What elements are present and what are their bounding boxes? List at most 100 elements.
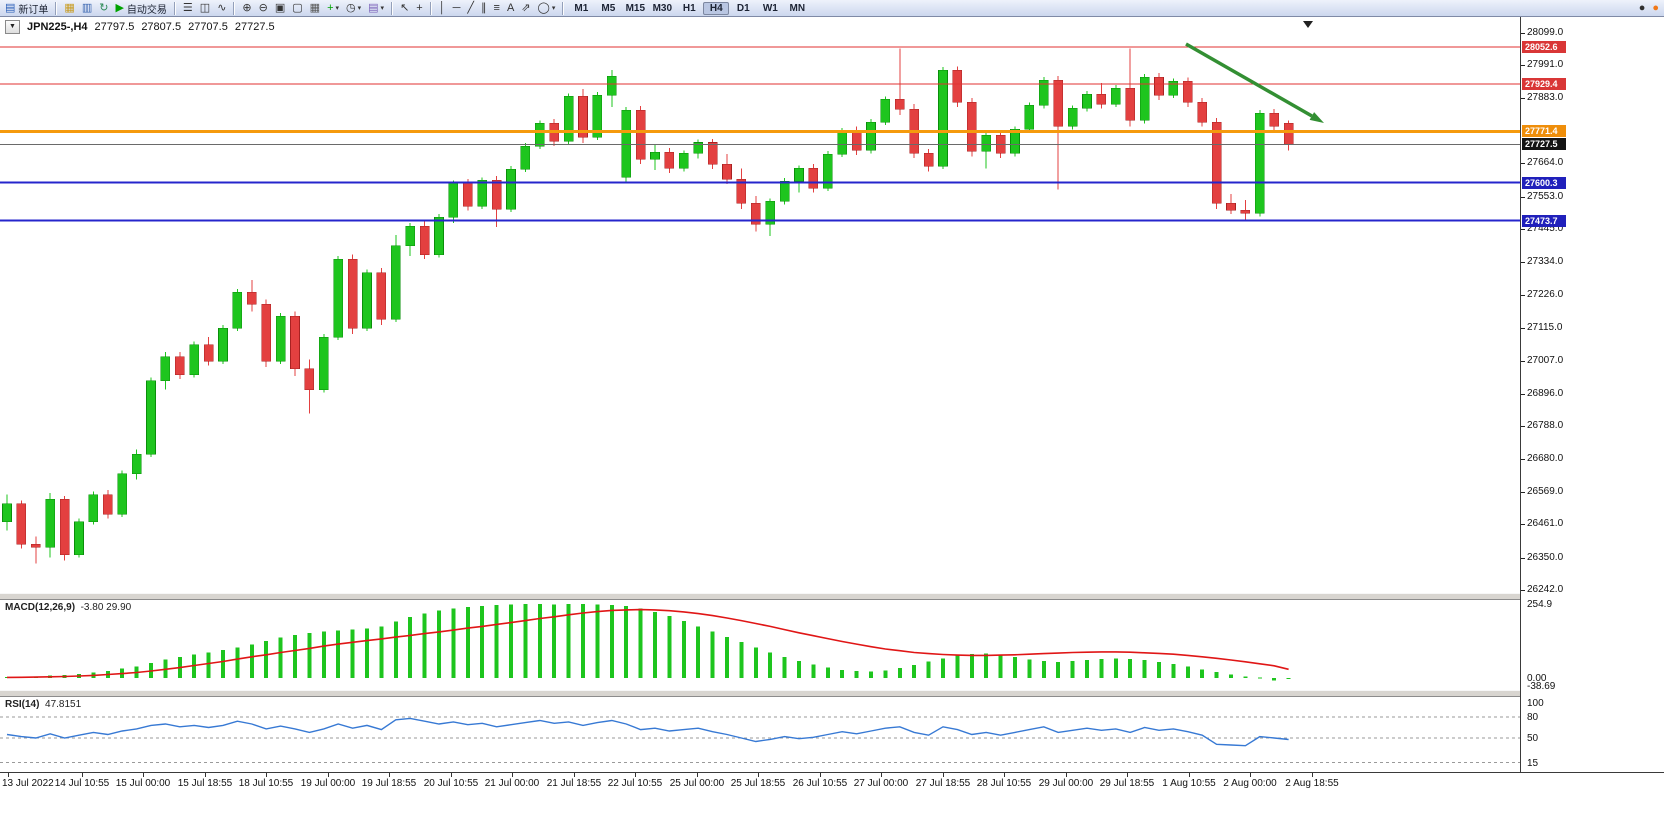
- bearish-trend-arrow[interactable]: [1185, 42, 1324, 123]
- timeframe-button-mn[interactable]: MN: [789, 2, 806, 14]
- bar-chart-button[interactable]: ☰: [180, 1, 196, 16]
- time-axis-tick: [697, 773, 698, 777]
- community-icon: ●: [1652, 1, 1659, 14]
- macd-panel-separator[interactable]: [0, 593, 1664, 600]
- price-axis-tick: [1521, 65, 1525, 66]
- price-axis-label: 26788.0: [1527, 420, 1564, 431]
- time-axis-tick: [205, 773, 206, 777]
- price-axis-label: 26680.0: [1527, 453, 1564, 464]
- main-toolbar: ▤ 新订单 ▦ ▥ ↻ ▶ 自动交易 ☰ ◫ ∿ ⊕ ⊖ ▣ ▢ ▦ + ▾ ◷ ▾ ▤ ▾ ↖ + │ ─ ╱ ∥ ≡ A ⇗ ◯ ▾ M1 M…: [0, 0, 1664, 17]
- text-button[interactable]: A: [504, 1, 517, 16]
- cascade-windows-button[interactable]: ▢: [289, 1, 305, 16]
- shapes-button[interactable]: ◯ ▾: [535, 1, 559, 16]
- price-axis[interactable]: 28099.0 27991.0 27883.0 27664.0 27553.0 27445…: [1521, 17, 1664, 772]
- time-axis-label: 15 Jul 00:00: [115, 778, 171, 789]
- grid-button[interactable]: ▦: [307, 1, 323, 16]
- zoom-out-button[interactable]: ⊖: [256, 1, 271, 16]
- timeframe-button-d1[interactable]: D1: [736, 2, 750, 14]
- rsi-panel-separator[interactable]: [0, 690, 1664, 697]
- time-axis[interactable]: 13 Jul 2022 14 Jul 10:55 15 Jul 00:00 15 Ju…: [0, 772, 1664, 795]
- grid-icon: ▦: [309, 1, 321, 14]
- rsi-scale-label: 15: [1527, 758, 1539, 769]
- fibonacci-button[interactable]: ≡: [491, 1, 503, 16]
- price-axis-tick: [1521, 229, 1525, 230]
- timeframe-button-m30[interactable]: M30: [652, 2, 673, 14]
- market-watch-button[interactable]: ▦: [61, 1, 77, 16]
- line-chart-button[interactable]: ∿: [214, 1, 229, 16]
- timeframe-button-m15[interactable]: M15: [625, 2, 646, 14]
- line-chart-icon: ∿: [217, 1, 227, 14]
- time-axis-label: 2 Aug 18:55: [1285, 778, 1339, 789]
- trendline-button[interactable]: ╱: [464, 1, 477, 16]
- macd-values: -3.80 29.90: [80, 602, 132, 613]
- auto-trading-button[interactable]: ▶ 自动交易: [112, 1, 169, 16]
- time-axis-label: 1 Aug 10:55: [1162, 778, 1216, 789]
- community-button[interactable]: ●: [1649, 1, 1662, 16]
- one-click-trading-button[interactable]: ▼: [5, 20, 20, 34]
- rsi-scale-label: 80: [1527, 712, 1539, 723]
- zoom-in-button[interactable]: ⊕: [239, 1, 254, 16]
- price-axis-tick: [1521, 163, 1525, 164]
- refresh-button[interactable]: ↻: [96, 1, 111, 16]
- chart-window[interactable]: ▼ JPN225-,H4 27797.5 27807.5 27707.5 277…: [0, 17, 1664, 838]
- crosshair-icon: +: [416, 1, 423, 14]
- macd-panel-canvas[interactable]: [0, 600, 1520, 690]
- macd-scale-label: -38.69: [1527, 681, 1556, 692]
- price-axis-tick: [1521, 295, 1525, 296]
- new-order-button[interactable]: ▤ 新订单: [2, 1, 51, 16]
- vertical-line-button[interactable]: │: [436, 1, 449, 16]
- horizontal-line-icon: ─: [452, 1, 461, 14]
- candlestick-icon: ◫: [199, 1, 211, 14]
- price-axis-tick: [1521, 426, 1525, 427]
- price-chart-canvas[interactable]: [0, 17, 1520, 593]
- chevron-down-icon: ▾: [551, 5, 556, 12]
- time-axis-label: 28 Jul 10:55: [976, 778, 1032, 789]
- alerts-button[interactable]: ●: [1636, 1, 1649, 16]
- arrows-button[interactable]: ⇗: [518, 1, 533, 16]
- periods-icon: ◷: [346, 1, 356, 14]
- channel-button[interactable]: ∥: [478, 1, 490, 16]
- time-axis-label: 22 Jul 10:55: [607, 778, 663, 789]
- tile-windows-icon: ▣: [274, 1, 286, 14]
- timeframe-button-h1[interactable]: H1: [682, 2, 696, 14]
- toolbar-separator: [173, 1, 176, 15]
- auto-trading-icon: ▶: [115, 1, 124, 14]
- macd-name: MACD(12,26,9): [5, 602, 76, 613]
- periods-button[interactable]: ◷ ▾: [343, 1, 364, 16]
- cursor-button[interactable]: ↖: [397, 1, 412, 16]
- timeframe-button-h4[interactable]: H4: [703, 1, 730, 15]
- price-axis-tick: [1521, 492, 1525, 493]
- time-axis-label: 27 Jul 18:55: [915, 778, 971, 789]
- price-axis-tick: [1521, 33, 1525, 34]
- timeframe-button-m1[interactable]: M1: [574, 2, 589, 14]
- data-window-button[interactable]: ▥: [79, 1, 95, 16]
- indicators-button[interactable]: + ▾: [324, 1, 342, 16]
- candlestick-button[interactable]: ◫: [197, 1, 213, 16]
- bar-chart-icon: ☰: [182, 1, 193, 14]
- templates-button[interactable]: ▤ ▾: [365, 1, 387, 16]
- time-axis-tick: [266, 773, 267, 777]
- macd-scale-label: 254.9: [1527, 599, 1553, 610]
- price-axis-tick: [1521, 524, 1525, 525]
- crosshair-button[interactable]: +: [413, 1, 425, 16]
- fibonacci-icon: ≡: [493, 1, 500, 14]
- timeframe-button-w1[interactable]: W1: [762, 2, 778, 14]
- time-axis-label: 19 Jul 18:55: [361, 778, 417, 789]
- rsi-panel-canvas[interactable]: [0, 697, 1520, 772]
- time-axis-label: 27 Jul 00:00: [853, 778, 909, 789]
- timeframe-button-m5[interactable]: M5: [601, 2, 616, 14]
- price-axis-tick: [1521, 98, 1525, 99]
- time-axis-tick: [1250, 773, 1251, 777]
- time-axis-tick: [451, 773, 452, 777]
- price-axis-tick: [1521, 459, 1525, 460]
- time-axis-tick: [943, 773, 944, 777]
- chart-header: ▼ JPN225-,H4 27797.5 27807.5 27707.5 277…: [5, 20, 275, 34]
- price-axis-tick: [1521, 590, 1525, 591]
- time-axis-tick: [758, 773, 759, 777]
- time-axis-label: 29 Jul 00:00: [1038, 778, 1094, 789]
- horizontal-line-button[interactable]: ─: [450, 1, 464, 16]
- tile-windows-button[interactable]: ▣: [272, 1, 288, 16]
- time-axis-tick: [8, 773, 9, 777]
- rsi-scale-label: 50: [1527, 733, 1539, 744]
- chart-shift-marker[interactable]: [1303, 21, 1313, 28]
